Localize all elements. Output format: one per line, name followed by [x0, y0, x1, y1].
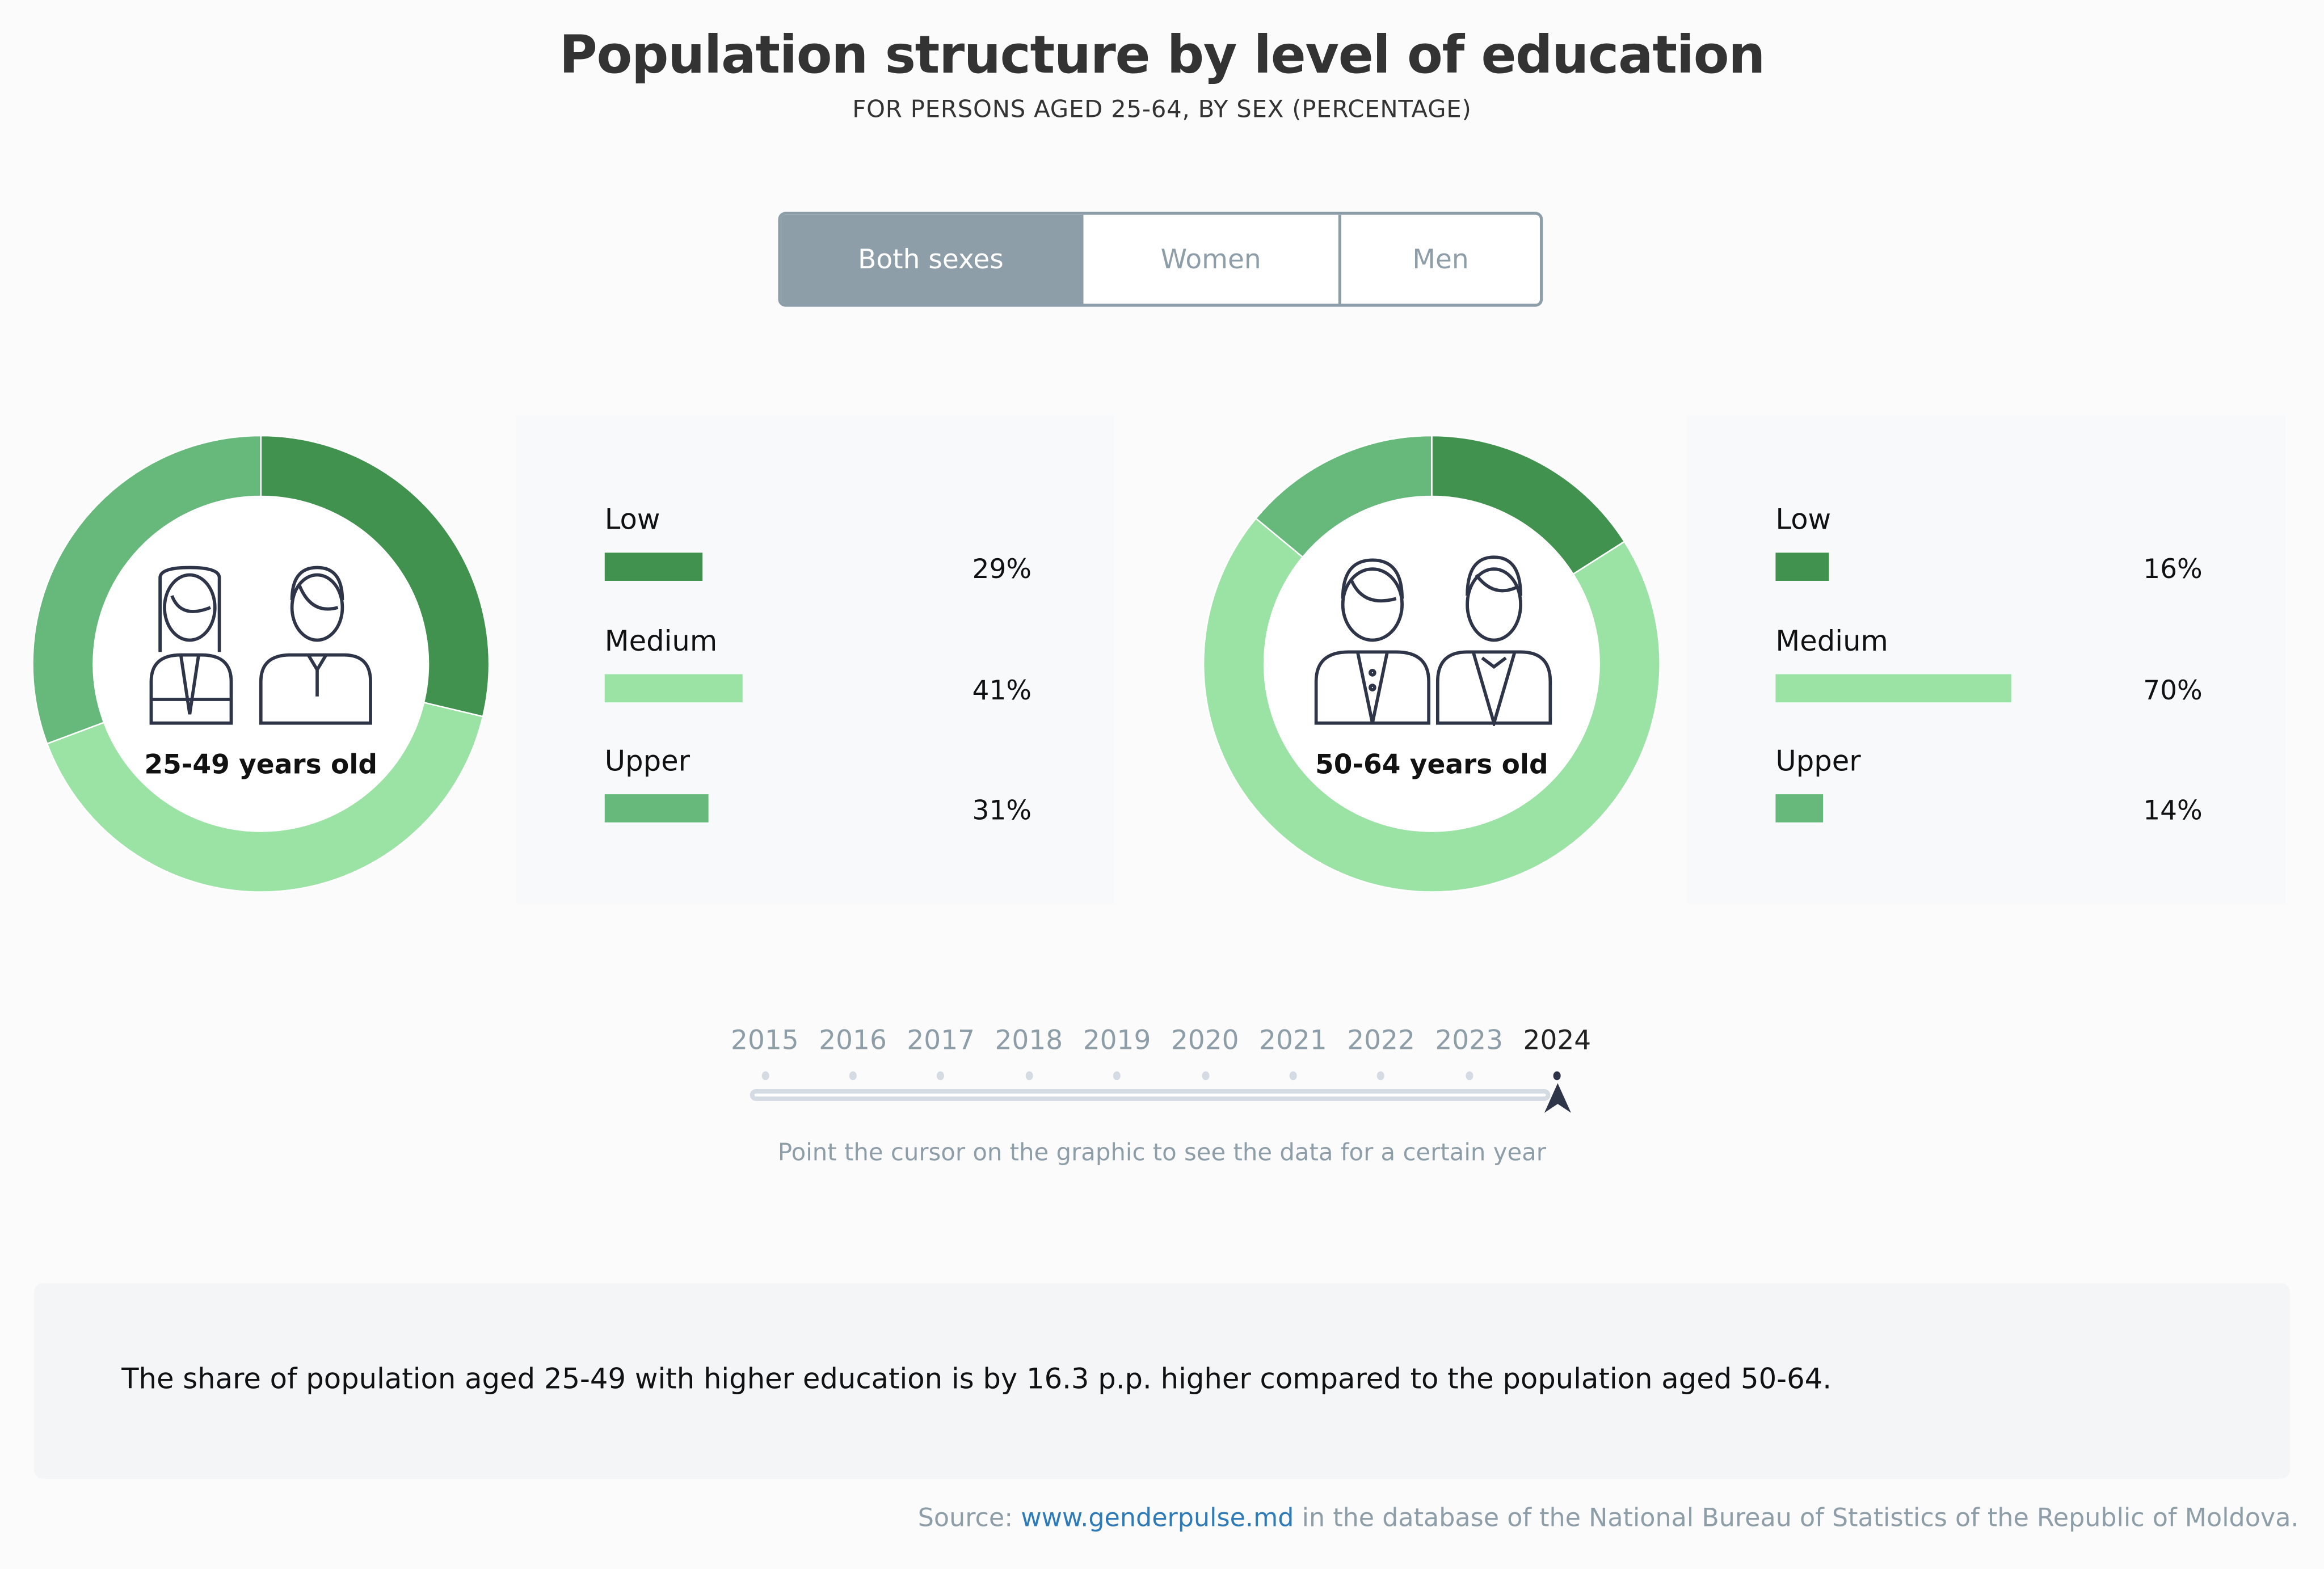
year-2020[interactable]: 2020 — [1171, 1025, 1239, 1057]
timeline-hint: Point the cursor on the graphic to see t… — [777, 1138, 1546, 1166]
year-dot[interactable] — [1113, 1071, 1121, 1081]
year-dot[interactable] — [937, 1071, 945, 1081]
year-dot[interactable] — [761, 1071, 769, 1081]
legend-value-upper: 14% — [2143, 795, 2203, 827]
women-men-casual-icon — [148, 563, 373, 732]
year-dot[interactable] — [1553, 1071, 1561, 1081]
legend-label-medium: Medium — [1775, 625, 1888, 657]
sex-toggle: Both sexes Women Men — [778, 212, 1543, 307]
toggle-men[interactable]: Men — [1341, 214, 1540, 304]
legend-bar-low[interactable] — [1775, 552, 1830, 581]
legend-value-medium: 41% — [972, 674, 1032, 706]
year-2022[interactable]: 2022 — [1347, 1025, 1415, 1057]
legend-bar-medium[interactable] — [1775, 673, 2011, 702]
year-2015[interactable]: 2015 — [731, 1025, 799, 1057]
page-subtitle: FOR PERSONS AGED 25-64, BY SEX (PERCENTA… — [852, 95, 1472, 123]
timeline-track[interactable] — [750, 1089, 1551, 1101]
year-dot[interactable] — [1025, 1071, 1033, 1081]
year-2018[interactable]: 2018 — [995, 1025, 1063, 1057]
year-2017[interactable]: 2017 — [907, 1025, 975, 1057]
year-timeline[interactable]: 2015 2016 2017 2018 2019 2020 2021 2022 2023 2024 — [728, 1026, 1617, 1129]
source-line: Source: www.genderpulse.md in the databa… — [918, 1504, 2299, 1533]
legend-label-low: Low — [604, 504, 660, 537]
year-dot[interactable] — [1377, 1071, 1385, 1081]
legend-value-upper: 31% — [972, 795, 1032, 827]
legend-label-upper: Upper — [1775, 745, 1861, 778]
year-dot[interactable] — [849, 1071, 857, 1081]
year-2016[interactable]: 2016 — [819, 1025, 887, 1057]
source-link[interactable]: www.genderpulse.md — [1021, 1504, 1294, 1534]
source-prefix: Source: — [917, 1504, 1021, 1534]
year-2021[interactable]: 2021 — [1259, 1025, 1327, 1057]
legend-bar-low[interactable] — [604, 552, 702, 581]
legend-label-low: Low — [1775, 504, 1832, 537]
year-2023[interactable]: 2023 — [1435, 1025, 1504, 1057]
legend-bar-upper[interactable] — [604, 794, 709, 823]
donut-chart[interactable] — [1203, 435, 1660, 892]
legend-value-medium: 70% — [2143, 674, 2203, 706]
donut-hole — [1264, 496, 1599, 832]
legend-value-low: 29% — [972, 554, 1032, 585]
toggle-women[interactable]: Women — [1083, 214, 1342, 304]
legend-panel — [516, 415, 1115, 904]
toggle-both-sexes[interactable]: Both sexes — [781, 214, 1084, 304]
legend-panel — [1686, 415, 2286, 904]
chart-50-64: 50-64 years old Low 16% Medium 70% Upper 14% — [1171, 415, 2297, 904]
note-box — [34, 1283, 2290, 1479]
year-dot[interactable] — [1465, 1071, 1473, 1081]
year-dot[interactable] — [1201, 1071, 1209, 1081]
year-dot[interactable] — [1289, 1071, 1297, 1081]
page-title: Population structure by level of educati… — [559, 27, 1766, 86]
timeline-marker-icon[interactable] — [1543, 1080, 1572, 1116]
year-2019[interactable]: 2019 — [1083, 1025, 1151, 1057]
men-suits-icon — [1313, 554, 1553, 732]
source-suffix: in the database of the National Bureau o… — [1294, 1504, 2299, 1534]
legend-bar-medium[interactable] — [604, 673, 743, 702]
note-text: The share of population aged 25-49 with … — [121, 1363, 1832, 1396]
donut-center-label: 50-64 years old — [1315, 749, 1548, 781]
legend-value-low: 16% — [2143, 554, 2203, 585]
chart-25-49: 25-49 years old Low 29% Medium 41% Upper 31% — [0, 415, 1126, 904]
legend-label-upper: Upper — [604, 745, 691, 778]
legend-bar-upper[interactable] — [1775, 794, 1823, 823]
year-2024[interactable]: 2024 — [1523, 1025, 1592, 1057]
donut-center-label: 25-49 years old — [144, 749, 378, 781]
legend-label-medium: Medium — [604, 625, 718, 657]
